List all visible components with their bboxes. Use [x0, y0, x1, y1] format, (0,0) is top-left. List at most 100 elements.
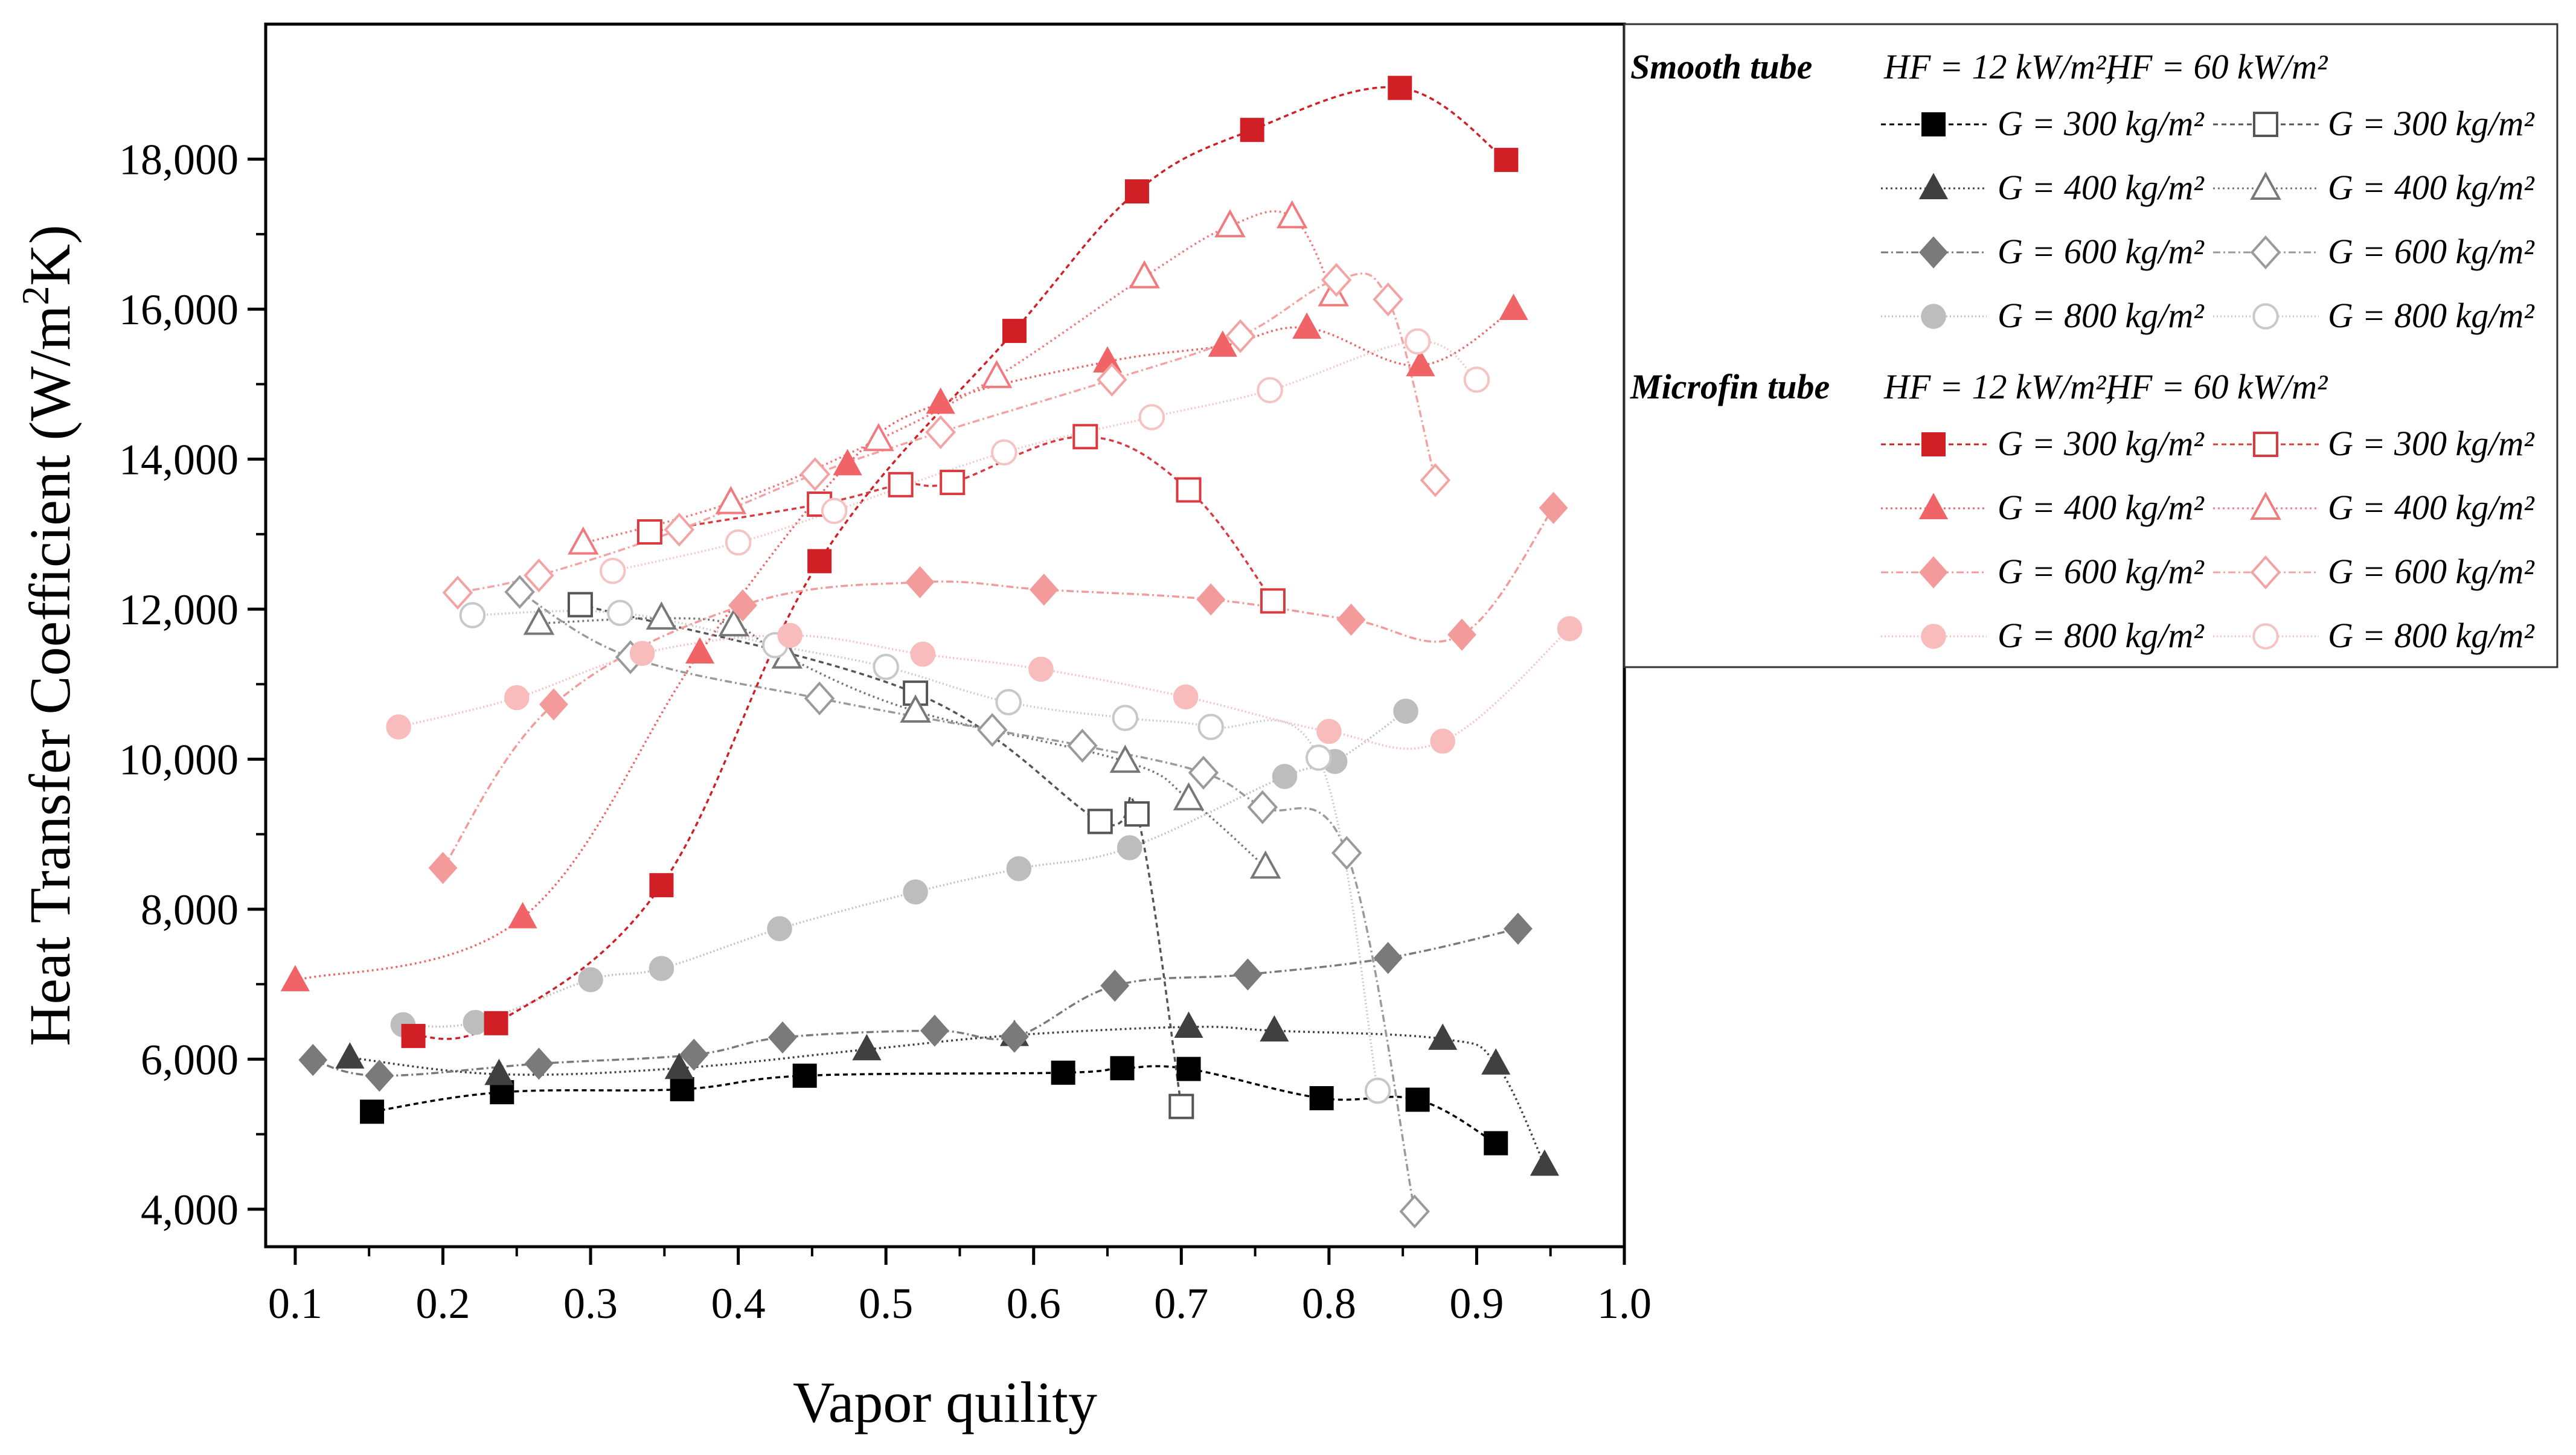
data-point-s3-6 — [920, 1014, 949, 1047]
series-line-9 — [413, 86, 1507, 1040]
data-point-s2-10 — [1530, 1149, 1560, 1176]
data-point-s6-6 — [1109, 744, 1141, 773]
legend-label: G = 300 kg/m² — [1998, 424, 2205, 463]
data-point-s3-8 — [1100, 970, 1130, 1002]
data-point-s11-4 — [905, 566, 935, 598]
data-point-s3-11 — [1503, 912, 1533, 945]
legend-marker — [1921, 432, 1946, 456]
data-point-s3-2 — [365, 1060, 394, 1092]
data-point-s6-7 — [1173, 782, 1205, 811]
x-tick-label: 1.0 — [1597, 1279, 1652, 1328]
data-point-s4-3 — [578, 967, 603, 993]
legend-group-title: Microfin tube — [1630, 367, 1830, 406]
data-point-s3-5 — [768, 1021, 797, 1054]
data-point-s3-10 — [1373, 942, 1403, 974]
data-point-s13-6 — [1176, 477, 1202, 503]
data-point-s4-5 — [767, 916, 792, 942]
data-point-s5-3 — [1087, 808, 1113, 834]
y-tick-label: 16,000 — [119, 286, 239, 334]
data-point-s13-3 — [888, 472, 914, 497]
data-point-s4-4 — [649, 956, 674, 981]
data-point-s10-2 — [508, 901, 537, 929]
x-tick-label: 0.1 — [268, 1279, 322, 1328]
data-point-s4-9 — [1272, 764, 1298, 789]
y-axis-title-end: K) — [18, 225, 82, 286]
data-point-s4-8 — [1117, 835, 1142, 860]
data-points — [280, 75, 1583, 1229]
data-point-s3-1 — [298, 1044, 328, 1076]
data-point-s2-9 — [1481, 1048, 1511, 1075]
x-tick-label: 0.7 — [1154, 1279, 1208, 1328]
data-point-s1-5 — [1051, 1060, 1075, 1085]
data-point-s16-7 — [1404, 328, 1431, 355]
data-point-s9-9 — [1494, 147, 1519, 172]
data-point-s15-2 — [524, 558, 554, 593]
data-point-s11-8 — [1447, 618, 1476, 651]
x-axis-title: Vapor quility — [793, 1370, 1097, 1434]
data-point-s8-6 — [1112, 705, 1139, 731]
legend-marker — [1919, 236, 1948, 269]
data-point-s8-8 — [1305, 744, 1332, 771]
data-point-s10-8 — [1292, 312, 1322, 339]
legend-label: G = 800 kg/m² — [2328, 616, 2535, 655]
data-point-s6-2 — [646, 601, 678, 630]
data-point-s16-5 — [1138, 404, 1165, 430]
data-point-s10-4 — [833, 449, 862, 476]
data-point-s9-6 — [1124, 179, 1149, 204]
data-point-s16-1 — [599, 557, 626, 584]
data-point-s1-7 — [1176, 1057, 1201, 1081]
y-tick-label: 10,000 — [119, 735, 239, 784]
data-point-s6-5 — [900, 694, 931, 723]
data-point-s5-1 — [567, 592, 593, 618]
data-point-s8-7 — [1197, 714, 1224, 740]
data-point-s14-5 — [1129, 260, 1160, 289]
data-point-s15-3 — [664, 513, 695, 547]
data-point-s14-2 — [715, 485, 747, 514]
data-point-s13-1 — [636, 519, 662, 545]
data-point-s7-4 — [976, 712, 1008, 747]
legend-hf-low: HF = 12 kW/m², — [1883, 367, 2115, 406]
data-point-s11-5 — [1029, 574, 1059, 606]
y-tick-label: 14,000 — [119, 436, 239, 484]
legend-marker — [2253, 112, 2278, 137]
data-point-s13-7 — [1260, 588, 1286, 614]
y-tick-label: 12,000 — [119, 586, 239, 634]
data-point-s3-4 — [679, 1038, 709, 1071]
data-point-s2-6 — [1174, 1011, 1203, 1038]
data-point-s9-8 — [1388, 75, 1412, 100]
legend-box — [1623, 23, 2558, 668]
series-line-15 — [457, 272, 1437, 594]
data-point-s1-10 — [1484, 1131, 1508, 1156]
data-point-s7-3 — [804, 681, 835, 715]
data-point-s11-2 — [539, 688, 568, 721]
data-point-s8-2 — [607, 600, 633, 626]
legend-marker — [1919, 556, 1948, 589]
data-point-s11-7 — [1336, 603, 1366, 636]
data-point-s12-1 — [386, 714, 411, 740]
legend-label: G = 400 kg/m² — [2328, 488, 2535, 527]
legend-marker — [1918, 493, 1949, 519]
data-point-s4-11 — [1393, 699, 1418, 724]
data-point-s7-6 — [1188, 755, 1219, 790]
axes: 0.1 0.2 0.3 0.4 0.5 0.6 0.7 0.8 0.9 1.0 4,000 6,000… — [119, 136, 1652, 1328]
data-point-s8-4 — [873, 653, 899, 680]
legend-marker — [2250, 555, 2281, 590]
data-point-s13-5 — [1072, 424, 1098, 450]
x-tick-label: 0.6 — [1007, 1279, 1061, 1328]
data-point-s12-4 — [777, 622, 803, 648]
data-point-s8-1 — [459, 602, 486, 628]
data-point-s9-4 — [807, 549, 832, 574]
data-point-s14-1 — [568, 526, 599, 555]
data-point-s3-3 — [524, 1047, 554, 1080]
data-point-s12-2 — [504, 685, 530, 711]
data-point-s15-8 — [1321, 263, 1352, 297]
legend-marker — [1921, 624, 1946, 649]
y-axis-title-sup: 2 — [14, 286, 57, 305]
data-point-s7-9 — [1399, 1194, 1430, 1229]
series-line-16 — [612, 340, 1478, 572]
series-line-13 — [649, 435, 1274, 602]
legend-label: G = 800 kg/m² — [1998, 616, 2205, 655]
data-point-s10-9 — [1406, 350, 1435, 377]
